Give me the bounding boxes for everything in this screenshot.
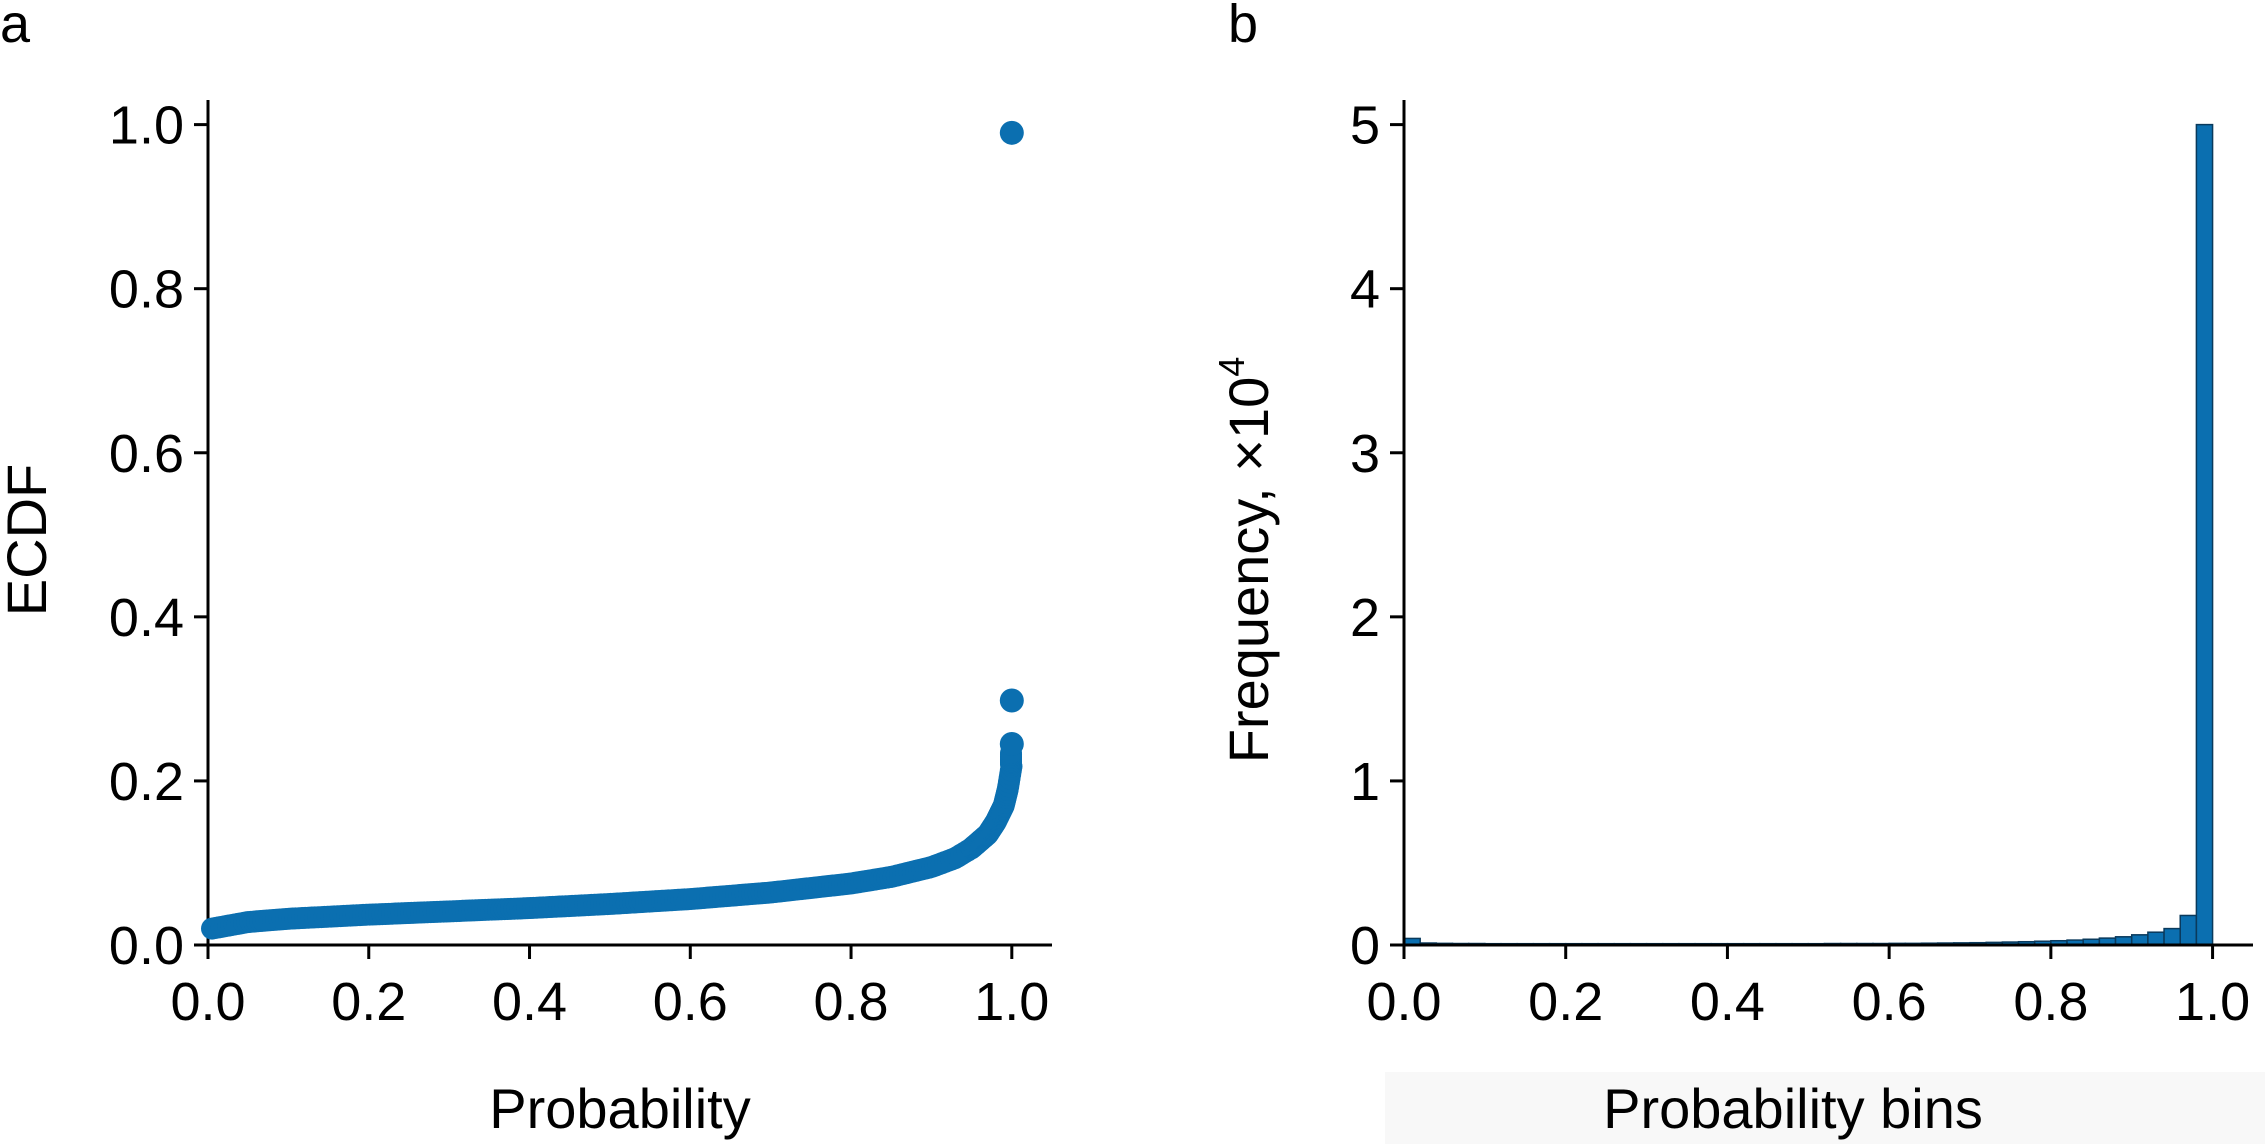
histogram-bar <box>2130 934 2149 946</box>
panel-a-x-tick-label: 0.6 <box>653 972 728 1032</box>
panel-a-x-axis-label: Probability <box>489 1077 750 1140</box>
panel-b-x-tick-label: 0.2 <box>1528 972 1603 1032</box>
ecdf-outlier-point <box>999 688 1024 713</box>
panel-b-bars <box>1403 123 2214 946</box>
panel-a-x-ticks: 0.0 0.2 0.4 0.6 0.8 1.0 <box>170 945 1049 1032</box>
ecdf-outlier-point <box>999 732 1024 756</box>
panel-b-y-axis-label: Frequency, ×104 <box>1211 357 1280 764</box>
panel-a-y-tick-label: 0.4 <box>109 588 184 648</box>
panel-a-axes <box>206 100 1052 947</box>
panel-letter-b: b <box>1228 0 1258 54</box>
panel-b-x-tick-label: 0.8 <box>2013 972 2088 1032</box>
panel-b-x-label-background <box>1385 1072 2265 1144</box>
panel-b-y-tick-label: 1 <box>1350 752 1380 812</box>
panel-a-x-tick-label: 0.2 <box>331 972 406 1032</box>
panel-a-y-ticks: 0.0 0.2 0.4 0.6 0.8 1.0 <box>109 96 208 976</box>
panel-b-y-axis-label-main: Frequency, ×10 <box>1217 377 1280 764</box>
panel-b-x-tick-label: 1.0 <box>2175 972 2250 1032</box>
panel-a-ecdf-plot: 0.0 0.2 0.4 0.6 0.8 1.0 0.0 0.2 0.4 0.6 0.8 1.0 Pr… <box>0 96 1052 1140</box>
panel-b-histogram: 0.0 0.2 0.4 0.6 0.8 1.0 0 1 2 3 4 5 Probability bi… <box>1211 96 2265 1144</box>
panel-a-x-tick-label: 0.8 <box>814 972 889 1032</box>
panel-a-y-axis-label: ECDF <box>0 464 58 616</box>
panel-b-y-ticks: 0 1 2 3 4 5 <box>1350 96 1404 976</box>
panel-a-y-tick-label: 0.8 <box>109 260 184 320</box>
panel-b-axes <box>1402 100 2253 947</box>
ecdf-outlier-point <box>999 120 1024 145</box>
histogram-bar <box>2147 931 2165 946</box>
panel-b-x-tick-label: 0.4 <box>1690 972 1765 1032</box>
panel-b-y-tick-label: 4 <box>1350 260 1380 320</box>
panel-b-x-axis-label: Probability bins <box>1603 1077 1983 1140</box>
panel-a-x-tick-label: 0.0 <box>170 972 245 1032</box>
panel-b-y-axis-label-exponent: 4 <box>1211 357 1252 377</box>
histogram-bar <box>2179 914 2198 946</box>
histogram-bar <box>2163 927 2181 946</box>
panel-a-y-tick-label: 0.0 <box>109 916 184 976</box>
panel-a-y-tick-label: 1.0 <box>109 96 184 156</box>
panel-a-y-tick-label: 0.2 <box>109 752 184 812</box>
panel-b-y-tick-label: 0 <box>1350 916 1380 976</box>
panel-a-y-tick-label: 0.6 <box>109 424 184 484</box>
panel-b-x-tick-label: 0.6 <box>1852 972 1927 1032</box>
panel-a-x-tick-label: 1.0 <box>974 972 1049 1032</box>
panel-b-y-tick-label: 3 <box>1350 424 1380 484</box>
panel-a-data-points <box>201 120 1024 940</box>
panel-b-x-ticks: 0.0 0.2 0.4 0.6 0.8 1.0 <box>1366 945 2250 1032</box>
histogram-bar <box>2195 123 2214 946</box>
panel-b-y-tick-label: 5 <box>1350 96 1380 156</box>
panel-b-y-tick-label: 2 <box>1350 588 1380 648</box>
panel-letter-a: a <box>0 0 31 54</box>
panel-a-x-tick-label: 0.4 <box>492 972 567 1032</box>
panel-b-x-tick-label: 0.0 <box>1366 972 1441 1032</box>
